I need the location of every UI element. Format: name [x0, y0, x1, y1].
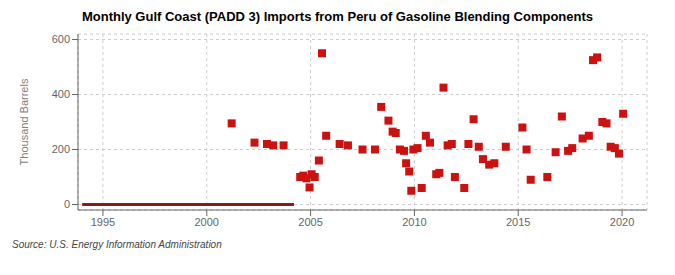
html-text:Source: U.S. Energy Informatio: Source: U.S. Energy Information Administ…	[12, 239, 222, 250]
svg-text:2015: 2015	[506, 216, 530, 228]
svg-text:2000: 2000	[195, 216, 219, 228]
svg-text:0: 0	[64, 198, 70, 210]
svg-text:200: 200	[52, 143, 70, 155]
svg-text:2005: 2005	[298, 216, 322, 228]
svg-text:600: 600	[52, 33, 70, 45]
svg-text:1995: 1995	[91, 216, 115, 228]
svg-text:2020: 2020	[610, 216, 634, 228]
svg-text:Thousand Barrels: Thousand Barrels	[18, 78, 30, 165]
html-text:Monthly Gulf Coast (PADD 3) Im: Monthly Gulf Coast (PADD 3) Imports from…	[81, 9, 593, 24]
svg-text:400: 400	[52, 88, 70, 100]
svg-text:2010: 2010	[402, 216, 426, 228]
